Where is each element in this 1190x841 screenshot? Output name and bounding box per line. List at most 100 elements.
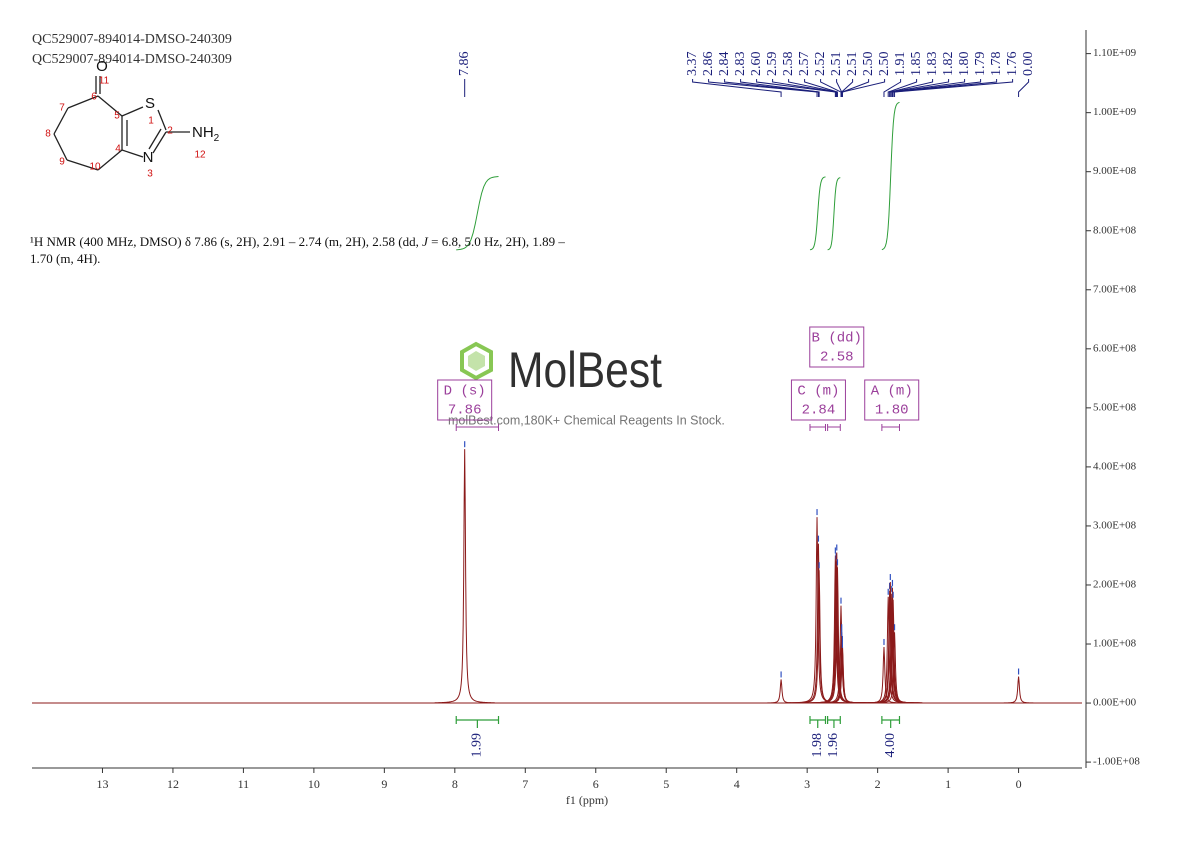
atom-number: 4 [115, 144, 121, 155]
multiplet-name: C (m) [797, 384, 839, 400]
peak-label: 1.79 [973, 52, 988, 77]
peak-label-connector [756, 79, 836, 97]
peak-label: 0.00 [1021, 52, 1036, 77]
peak-label: 2.51 [845, 52, 860, 77]
peak-label-connector [708, 79, 818, 97]
integral-curve [881, 101, 900, 251]
peak-label-connector [892, 79, 998, 97]
atom-number: 5 [114, 111, 120, 122]
x-tick-label: 3 [804, 777, 810, 791]
atom-number: 9 [59, 157, 65, 168]
peak-label: 2.60 [749, 52, 764, 77]
multiplet-range [881, 424, 900, 431]
peak-label-connector [883, 79, 902, 97]
peak-label-connector [804, 79, 838, 97]
x-tick-label: 5 [663, 777, 669, 791]
peak-label: 1.76 [1005, 52, 1020, 77]
peak-label-connector [772, 79, 837, 97]
y-tick-label: 7.00E+08 [1093, 283, 1137, 295]
y-tick-label: 1.00E+09 [1093, 106, 1137, 118]
atom-subscript: 2 [214, 133, 220, 144]
description-text: ¹H NMR (400 MHz, DMSO) δ 7.86 (s, 2H), 2… [30, 234, 423, 249]
atom-label: O [96, 58, 108, 75]
multiplet-shift: 2.84 [802, 403, 836, 419]
peak-label: 2.57 [797, 52, 812, 77]
multiplet-shift: 7.86 [448, 403, 482, 419]
x-tick-label: 4 [734, 777, 740, 791]
atom-label: NH2 [192, 124, 220, 144]
structure [53, 76, 190, 171]
multiplet-name: A (m) [871, 384, 913, 400]
title-line: QC529007-894014-DMSO-240309 [32, 32, 232, 47]
x-tick-label: 1 [945, 777, 951, 791]
y-tick-label: 1.10E+09 [1093, 47, 1137, 59]
multiplet-box [809, 326, 865, 368]
peak-label-connector [740, 79, 820, 97]
atom-number: 2 [167, 126, 173, 137]
x-tick-label: 13 [96, 777, 108, 791]
integral-bracket [881, 716, 901, 728]
y-tick-label: 2.00E+08 [1093, 579, 1137, 591]
y-tick-label: -1.00E+08 [1093, 756, 1140, 768]
peak-label: 2.83 [733, 52, 748, 77]
y-tick-label: 3.00E+08 [1093, 519, 1137, 531]
peak-label: 2.51 [829, 52, 844, 77]
x-tick-label: 8 [452, 777, 458, 791]
y-tick-label: 9.00E+08 [1093, 165, 1137, 177]
peak-label: 2.50 [861, 52, 876, 77]
peak [434, 449, 495, 704]
y-tick-label: 8.00E+08 [1093, 224, 1137, 236]
atom-number: 3 [147, 169, 153, 180]
peak-label: 2.52 [813, 52, 828, 77]
integral-label: 1.99 [470, 733, 485, 758]
multiplet-name: D (s) [444, 384, 486, 400]
y-tick-label: 0.00E+00 [1093, 697, 1137, 709]
peak-label: 1.85 [909, 52, 924, 77]
integral-label: 1.96 [826, 733, 841, 758]
peak-label: 1.82 [941, 52, 956, 77]
multiplet-range [455, 424, 500, 431]
peak-label-connector [891, 79, 982, 97]
description-text: J [422, 234, 428, 249]
peak-label-connector [841, 79, 886, 97]
peak [853, 646, 914, 704]
y-tick-label: 4.00E+08 [1093, 460, 1137, 472]
peak-label: 1.78 [989, 52, 1004, 77]
peak-label: 2.50 [877, 52, 892, 77]
peak-label-connector [887, 79, 918, 97]
peak [988, 676, 1049, 704]
x-tick-label: 2 [875, 777, 881, 791]
integral-curve [809, 176, 826, 251]
atom-label: S [145, 95, 155, 112]
integral-bracket [827, 716, 841, 728]
x-tick-label: 10 [308, 777, 320, 791]
multiplet-range [827, 424, 841, 431]
integral-curve [827, 177, 841, 251]
peak-label: 1.80 [957, 52, 972, 77]
watermark-brand: MolBest [508, 342, 662, 398]
x-axis-label: f1 (ppm) [566, 793, 608, 807]
multiplet-shift: 1.80 [875, 403, 909, 419]
integral-label: 4.00 [883, 733, 898, 758]
atom-number: 6 [91, 92, 97, 103]
peak-label-connector [841, 79, 854, 97]
peak-label: 3.37 [685, 52, 700, 77]
peak-label: 2.86 [701, 52, 716, 77]
integral-curve [456, 176, 499, 251]
peak-label-connector [894, 79, 1014, 97]
atom-number: 12 [194, 150, 206, 161]
description-text: = 6.8, 5.0 Hz, 2H), 1.89 – 1.70 (m, 4H). [30, 234, 565, 266]
multiplet-box [790, 379, 846, 421]
watermark: MolBest molBest.com,180K+ Chemical Reage… [448, 341, 725, 427]
peak [789, 570, 850, 704]
peak [864, 632, 925, 704]
multiplet-name: B (dd) [812, 331, 862, 347]
peak-label: 1.91 [893, 52, 908, 77]
y-tick-label: 5.00E+08 [1093, 401, 1137, 413]
atom-number: 10 [89, 162, 101, 173]
integral-label: 1.98 [810, 733, 825, 758]
integral-bracket [455, 716, 500, 728]
y-tick-label: 1.00E+08 [1093, 638, 1137, 650]
